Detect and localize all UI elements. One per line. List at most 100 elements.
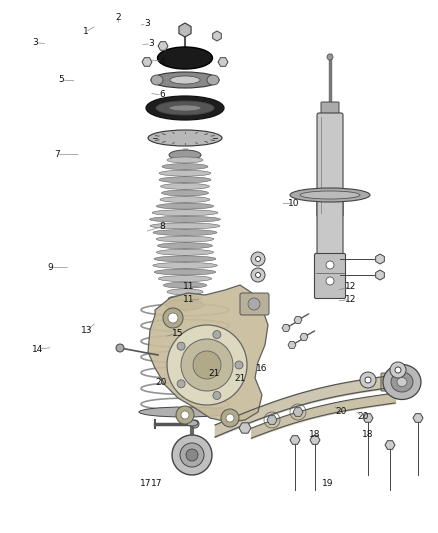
FancyBboxPatch shape [321, 102, 339, 118]
Text: 9: 9 [47, 263, 53, 272]
Circle shape [180, 443, 204, 467]
Text: 6: 6 [159, 91, 165, 99]
Circle shape [226, 414, 234, 422]
Text: 2: 2 [116, 13, 121, 21]
Ellipse shape [162, 164, 208, 169]
Ellipse shape [161, 183, 209, 189]
Circle shape [390, 362, 406, 378]
Text: 11: 11 [183, 282, 194, 291]
Ellipse shape [156, 236, 214, 242]
Circle shape [255, 272, 261, 278]
Ellipse shape [156, 101, 214, 115]
Text: 7: 7 [54, 150, 60, 159]
Ellipse shape [162, 190, 208, 196]
Text: 16: 16 [256, 365, 268, 373]
Polygon shape [239, 423, 251, 433]
Circle shape [193, 351, 221, 379]
Circle shape [360, 372, 376, 388]
Text: 18: 18 [309, 430, 320, 439]
Ellipse shape [151, 75, 163, 85]
Circle shape [255, 256, 261, 262]
Text: 17: 17 [140, 480, 151, 488]
Ellipse shape [170, 76, 200, 84]
Ellipse shape [150, 223, 220, 229]
Polygon shape [158, 42, 168, 50]
Ellipse shape [397, 377, 407, 386]
Circle shape [251, 268, 265, 282]
Polygon shape [293, 408, 303, 416]
Text: 12: 12 [345, 295, 356, 304]
Text: 14: 14 [32, 345, 43, 353]
Text: 12: 12 [345, 282, 356, 291]
Text: 5: 5 [58, 76, 64, 84]
Circle shape [326, 261, 334, 269]
Text: 3: 3 [148, 39, 154, 48]
Ellipse shape [168, 295, 202, 301]
Polygon shape [148, 285, 268, 422]
Polygon shape [288, 342, 296, 349]
FancyBboxPatch shape [381, 373, 405, 391]
Circle shape [395, 367, 401, 373]
Ellipse shape [169, 150, 201, 160]
Ellipse shape [160, 197, 210, 203]
Circle shape [326, 277, 334, 285]
Circle shape [181, 411, 189, 419]
Polygon shape [179, 23, 191, 37]
Polygon shape [294, 317, 302, 324]
Text: 20: 20 [335, 407, 346, 416]
Polygon shape [310, 435, 320, 445]
Circle shape [365, 377, 371, 383]
Ellipse shape [207, 75, 219, 85]
Circle shape [221, 409, 239, 427]
Ellipse shape [146, 96, 224, 120]
Circle shape [116, 344, 124, 352]
Polygon shape [213, 31, 221, 41]
Circle shape [213, 391, 221, 399]
Ellipse shape [158, 47, 212, 69]
Polygon shape [300, 334, 308, 341]
Circle shape [168, 313, 178, 323]
Text: 18: 18 [362, 430, 374, 439]
Ellipse shape [139, 407, 231, 417]
Circle shape [167, 325, 247, 405]
Ellipse shape [163, 282, 207, 288]
FancyBboxPatch shape [314, 254, 346, 298]
Circle shape [251, 252, 265, 266]
Circle shape [163, 308, 183, 328]
Ellipse shape [158, 243, 212, 249]
Ellipse shape [159, 170, 211, 176]
Circle shape [181, 339, 233, 391]
Ellipse shape [158, 276, 212, 281]
Polygon shape [376, 254, 384, 264]
Text: 15: 15 [172, 329, 183, 337]
Circle shape [327, 54, 333, 60]
Text: 21: 21 [208, 369, 219, 377]
Ellipse shape [300, 191, 360, 199]
Polygon shape [290, 435, 300, 445]
Circle shape [186, 449, 198, 461]
Text: 13: 13 [81, 326, 92, 335]
Ellipse shape [154, 256, 216, 262]
Text: 3: 3 [32, 38, 38, 47]
Polygon shape [376, 270, 384, 280]
Text: 11: 11 [183, 295, 194, 304]
Ellipse shape [290, 188, 370, 202]
Ellipse shape [153, 262, 217, 269]
Text: 20: 20 [357, 413, 368, 421]
Circle shape [172, 435, 212, 475]
Ellipse shape [383, 365, 421, 400]
Circle shape [176, 406, 194, 424]
Ellipse shape [167, 157, 203, 163]
Circle shape [213, 330, 221, 338]
Ellipse shape [166, 300, 204, 310]
Text: 10: 10 [288, 199, 299, 208]
Text: 17: 17 [151, 480, 162, 488]
FancyBboxPatch shape [317, 198, 343, 262]
Text: 1: 1 [82, 28, 88, 36]
Polygon shape [282, 325, 290, 332]
FancyBboxPatch shape [317, 113, 343, 217]
Circle shape [248, 298, 260, 310]
Polygon shape [363, 414, 373, 422]
Text: 21: 21 [234, 374, 246, 383]
Circle shape [191, 420, 199, 428]
